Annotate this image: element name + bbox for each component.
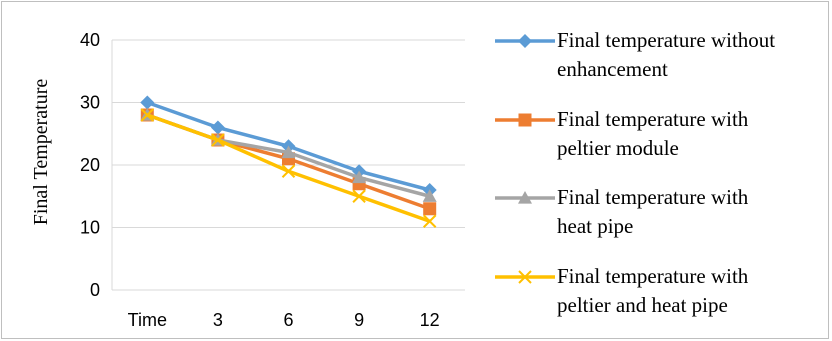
legend: Final temperature withoutenhancementFina… bbox=[495, 28, 775, 317]
diamond-marker bbox=[140, 95, 155, 110]
x-marker bbox=[281, 164, 296, 178]
legend-label: peltier module bbox=[557, 136, 679, 160]
y-tick-label: 40 bbox=[80, 30, 100, 50]
legend-item: Final temperature with heat pipe bbox=[495, 185, 749, 238]
legend-item: Final temperature with peltier module bbox=[495, 107, 749, 160]
series-lines bbox=[140, 95, 437, 228]
y-axis-title: Final Temperature bbox=[30, 79, 52, 226]
legend-label: enhancement bbox=[557, 57, 668, 81]
x-tick-label: 9 bbox=[354, 310, 364, 330]
triangle-marker bbox=[422, 189, 437, 202]
triangle-marker bbox=[281, 145, 296, 159]
y-tick-labels: 0 10 20 30 40 bbox=[80, 30, 100, 300]
legend-label: heat pipe bbox=[557, 214, 633, 238]
x-marker bbox=[518, 270, 532, 284]
legend-item: Final temperature with peltier and heat p… bbox=[495, 264, 749, 317]
triangle-marker bbox=[352, 170, 367, 184]
y-tick-label: 30 bbox=[80, 93, 100, 113]
x-tick-label: 12 bbox=[420, 310, 440, 330]
diamond-marker bbox=[518, 34, 532, 48]
x-marker bbox=[140, 108, 155, 122]
legend-label: Final temperature with bbox=[557, 107, 749, 131]
legend-label: Final temperature without bbox=[557, 28, 775, 52]
series-2 bbox=[140, 108, 437, 216]
y-tick-label: 20 bbox=[80, 155, 100, 175]
x-marker bbox=[352, 189, 366, 203]
diamond-marker bbox=[210, 120, 225, 135]
series-line bbox=[146, 113, 431, 223]
x-tick-labels: Time 3 6 9 12 bbox=[128, 310, 440, 330]
square-marker bbox=[518, 113, 532, 127]
gridlines bbox=[112, 39, 465, 228]
y-tick-label: 10 bbox=[80, 218, 100, 238]
series-3 bbox=[140, 108, 437, 202]
legend-label: Final temperature with bbox=[557, 185, 749, 209]
legend-label: peltier and heat pipe bbox=[557, 293, 728, 317]
x-marker bbox=[211, 133, 225, 147]
axes bbox=[111, 40, 465, 291]
y-tick-label: 0 bbox=[90, 280, 100, 300]
x-tick-label: Time bbox=[128, 310, 167, 330]
legend-label: Final temperature with bbox=[557, 264, 749, 288]
legend-item: Final temperature without enhancement bbox=[495, 28, 775, 81]
series-4 bbox=[140, 108, 437, 228]
square-marker bbox=[423, 202, 437, 216]
x-tick-label: 3 bbox=[213, 310, 223, 330]
x-tick-label: 6 bbox=[283, 310, 293, 330]
x-marker bbox=[422, 214, 437, 228]
triangle-marker bbox=[518, 191, 532, 204]
